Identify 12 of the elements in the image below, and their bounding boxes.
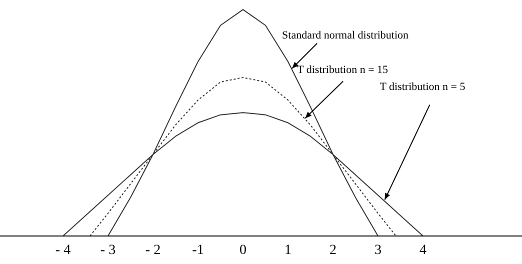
- x-tick-label: 2: [330, 242, 336, 258]
- x-tick-label: 4: [420, 242, 426, 258]
- x-tick-label: 1: [284, 242, 292, 258]
- x-tick-label: - 4: [55, 242, 71, 258]
- x-tick-label: - 2: [145, 242, 161, 258]
- x-tick-label: 0: [240, 242, 246, 258]
- annotation: Standard normal distribution: [282, 29, 410, 42]
- x-tick-label: -1: [192, 242, 204, 258]
- annotation: T distribution n = 15: [297, 64, 389, 76]
- annotation: T distribution n = 5: [380, 80, 466, 93]
- x-tick-label: - 3: [100, 242, 116, 258]
- x-tick-label: 3: [374, 242, 382, 258]
